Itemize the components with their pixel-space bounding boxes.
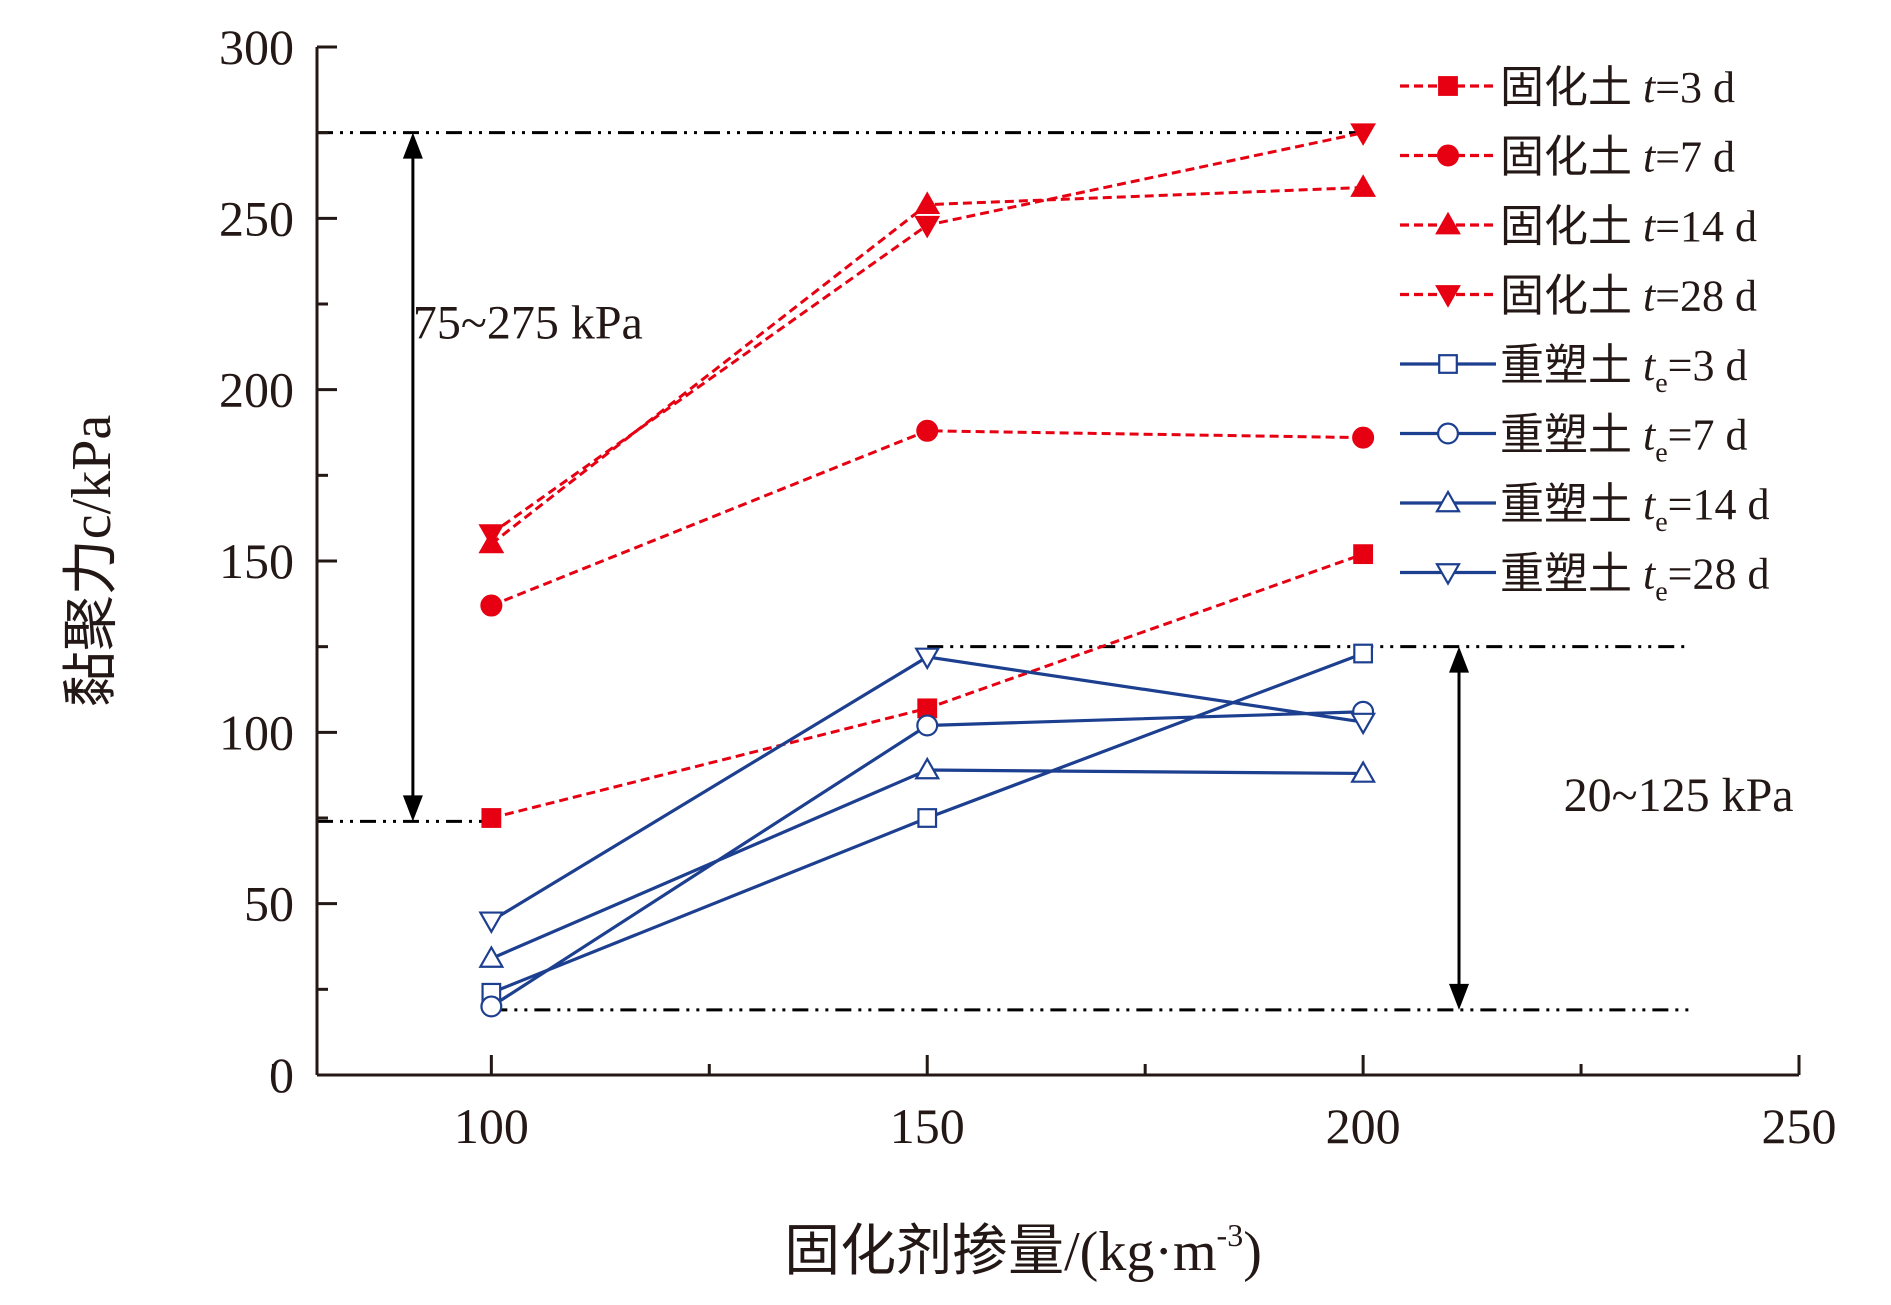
data-point (1353, 643, 1374, 664)
x-axis-title: 固化剂掺量/(kg·m-3) (784, 1217, 1262, 1283)
data-point (916, 419, 939, 442)
legend: 固化土 t=3 d 固化土 t=7 d 固化土 t=14 d 固化土 t=28 d 重塑… (1400, 63, 1770, 608)
y-tick-label-250: 250 (219, 190, 294, 246)
legend-label: 重塑土 te=14 d (1500, 480, 1770, 538)
series-6 (480, 700, 1375, 1018)
data-point (480, 594, 503, 617)
data-point (1352, 426, 1375, 449)
y-tick-label-50: 50 (244, 876, 294, 932)
reference-lines (317, 131, 1695, 1012)
data-point (914, 215, 941, 239)
legend-marker (1436, 422, 1459, 445)
x-axis-title-main: 固化剂掺量/(kg·m (784, 1221, 1216, 1283)
series-4 (478, 123, 1377, 547)
series-1 (481, 544, 1374, 828)
range-label-2: 20~125 kPa (1564, 769, 1794, 822)
data-point (914, 756, 941, 780)
data-point (1350, 760, 1377, 783)
legend-marker (1438, 354, 1458, 374)
series-7 (478, 756, 1377, 968)
series-layer (478, 123, 1377, 1018)
legend-entry-4: 固化土 t=28 d (1400, 272, 1757, 321)
series-line-2 (490, 429, 1364, 607)
series-5 (481, 643, 1374, 1003)
y-tick-label-200: 200 (219, 362, 294, 418)
data-point (480, 995, 503, 1018)
legend-marker (1435, 285, 1461, 308)
range-arrow-head-top-1 (402, 132, 423, 159)
annotations: 75~275 kPa 20~125 kPa (402, 132, 1794, 1010)
legend-label: 固化土 t=14 d (1500, 202, 1757, 251)
series-8 (478, 647, 1377, 935)
y-axis-title: 黏聚力c/kPa (61, 415, 123, 708)
range-label-1: 75~275 kPa (413, 296, 643, 349)
series-3 (478, 174, 1377, 554)
x-axis-title-tail: ) (1243, 1221, 1262, 1283)
data-point (917, 808, 938, 828)
legend-label: 固化土 t=3 d (1500, 63, 1735, 112)
legend-marker (1435, 563, 1461, 586)
legend-entry-8: 重塑土 te=28 d (1400, 550, 1770, 608)
data-point (478, 524, 505, 547)
series-line-6 (490, 710, 1364, 1008)
series-2 (480, 419, 1375, 617)
range-arrow-head-top-2 (1449, 646, 1470, 673)
range-arrow-head-bottom-1 (402, 795, 423, 822)
data-point (1350, 123, 1377, 146)
data-point (478, 911, 505, 935)
legend-marker (1438, 76, 1458, 96)
data-point (914, 647, 941, 671)
legend-entry-2: 固化土 t=7 d (1400, 133, 1735, 182)
legend-marker (1435, 211, 1461, 235)
series-line-8 (490, 655, 1364, 923)
x-tick-label-100: 100 (454, 1098, 529, 1154)
y-tick-label-150: 150 (219, 533, 294, 589)
range-arrow-head-bottom-2 (1449, 983, 1470, 1010)
legend-label: 固化土 t=28 d (1500, 272, 1757, 321)
legend-label: 固化土 t=7 d (1500, 133, 1735, 182)
x-tick-label-250: 250 (1762, 1098, 1837, 1154)
data-point (1350, 174, 1377, 197)
legend-label: 重塑土 te=28 d (1500, 550, 1770, 608)
legend-entry-1: 固化土 t=3 d (1400, 63, 1735, 112)
legend-label: 重塑土 te=7 d (1500, 411, 1748, 469)
data-point (1353, 544, 1374, 565)
data-point (914, 191, 941, 214)
data-point (916, 714, 939, 737)
x-tick-label-150: 150 (890, 1098, 965, 1154)
series-line-3 (490, 185, 1364, 546)
legend-marker (1436, 144, 1459, 167)
data-point (478, 945, 505, 968)
legend-entry-5: 重塑土 te=3 d (1400, 341, 1748, 399)
legend-label: 重塑土 te=3 d (1500, 341, 1748, 399)
y-tick-label-300: 300 (219, 19, 294, 75)
legend-entry-6: 重塑土 te=7 d (1400, 411, 1748, 469)
x-axis-title-superscript: -3 (1217, 1217, 1244, 1253)
legend-marker (1435, 489, 1461, 513)
x-tick-label-200: 200 (1326, 1098, 1401, 1154)
legend-entry-7: 重塑土 te=14 d (1400, 480, 1770, 538)
data-point (481, 808, 502, 828)
legend-entry-3: 固化土 t=14 d (1400, 202, 1757, 251)
data-point (1350, 712, 1377, 736)
y-tick-label-100: 100 (219, 704, 294, 760)
series-line-7 (490, 768, 1364, 960)
